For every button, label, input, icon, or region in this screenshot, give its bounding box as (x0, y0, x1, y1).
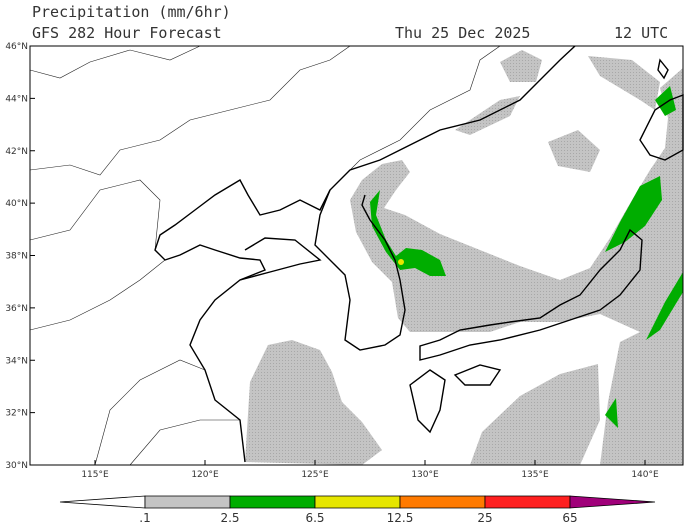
time: 12 UTC (614, 24, 668, 42)
lon-label: 130°E (411, 470, 439, 480)
lon-label: 115°E (81, 470, 109, 480)
date: Thu 25 Dec 2025 (395, 24, 530, 42)
axis-labels: 46°N 44°N 42°N 40°N 38°N 36°N 34°N 32°N 30°N 115°… (5, 42, 659, 480)
precip-heavy (398, 259, 404, 265)
title: Precipitation (mm/6hr) (32, 3, 231, 21)
lon-label: 120°E (191, 470, 219, 480)
colorbar-segment (59, 495, 146, 509)
lon-label: 125°E (301, 470, 329, 480)
colorbar-segment (569, 495, 656, 509)
colorbar-segment (144, 495, 231, 509)
colorbar-label: 65 (562, 511, 577, 525)
coastlines (154, 45, 684, 463)
lat-label: 40°N (5, 199, 28, 209)
colorbar-label: 12.5 (387, 511, 414, 525)
lat-label: 44°N (5, 94, 28, 104)
lat-label: 46°N (5, 42, 28, 52)
lon-label: 135°E (521, 470, 549, 480)
lat-label: 36°N (5, 304, 28, 314)
colorbar: .1 2.5 6.5 12.5 25 65 (59, 495, 656, 525)
colorbar-label: 6.5 (305, 511, 324, 525)
colorbar-segment (314, 495, 401, 509)
lat-label: 34°N (5, 356, 28, 366)
lat-label: 38°N (5, 252, 28, 262)
precip-moderate (370, 86, 683, 428)
colorbar-segment (399, 495, 486, 509)
borders (29, 45, 501, 466)
lat-label: 42°N (5, 147, 28, 157)
colorbar-segment (484, 495, 571, 509)
map (29, 45, 684, 466)
colorbar-label: .1 (139, 511, 150, 525)
lon-label: 140°E (631, 470, 659, 480)
subtitle: GFS 282 Hour Forecast (32, 24, 222, 42)
lat-label: 30°N (5, 461, 28, 471)
colorbar-segment (229, 495, 316, 509)
lat-label: 32°N (5, 409, 28, 419)
colorbar-label: 2.5 (220, 511, 239, 525)
colorbar-label: 25 (477, 511, 492, 525)
